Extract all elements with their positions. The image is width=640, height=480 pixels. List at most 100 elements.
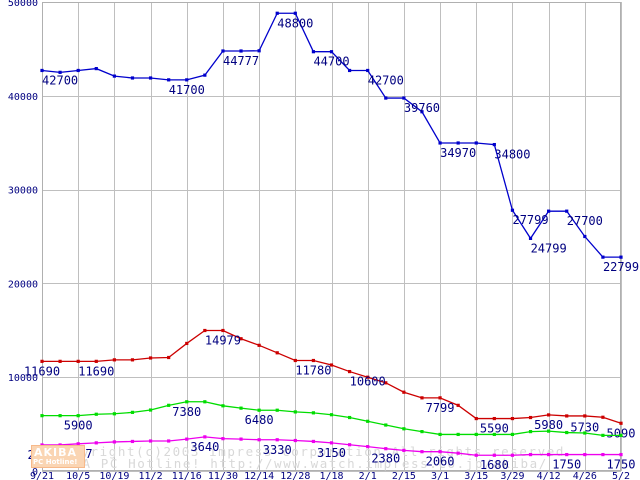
series-blue-point bbox=[384, 96, 388, 100]
series-blue-value-label: 24799 bbox=[531, 241, 567, 255]
watermark: Copyright(c)2003 impress corporation All… bbox=[46, 444, 563, 471]
series-red-point bbox=[547, 413, 551, 417]
x-axis-tick-label: 2/1 bbox=[359, 471, 377, 480]
series-blue-point bbox=[510, 208, 515, 212]
logo-title: AKIBA bbox=[34, 446, 78, 459]
series-green-point bbox=[347, 415, 352, 420]
series-red-value-label: 5980 bbox=[534, 418, 563, 432]
series-green-point bbox=[329, 413, 334, 417]
series-green-point bbox=[148, 408, 153, 412]
series-magenta-point bbox=[492, 453, 496, 457]
series-blue-point bbox=[130, 76, 135, 80]
series-blue-point bbox=[167, 78, 171, 82]
series-magenta-point bbox=[167, 439, 171, 443]
x-axis-tick-label: 10/5 bbox=[66, 471, 90, 480]
series-green-point bbox=[583, 431, 587, 435]
series-green-value-label: 7380 bbox=[172, 405, 201, 419]
series-red-point bbox=[40, 359, 44, 363]
series-magenta-value-label: 3640 bbox=[190, 440, 219, 454]
series-blue-point bbox=[528, 236, 533, 240]
series-red-point bbox=[583, 414, 587, 418]
series-red-point bbox=[76, 359, 80, 363]
x-axis-tick-label: 4/26 bbox=[573, 471, 597, 480]
series-blue-value-label: 48800 bbox=[277, 16, 313, 30]
series-blue-point bbox=[601, 255, 605, 259]
y-axis: 0 10000 20000 30000 40000 50000 bbox=[8, 0, 38, 478]
series-red-point bbox=[366, 375, 370, 379]
series-blue-point bbox=[456, 141, 460, 145]
series-green-point bbox=[510, 432, 515, 437]
series-blue-point bbox=[221, 49, 225, 53]
series-red-point bbox=[257, 343, 261, 347]
series-magenta-value-label: 2060 bbox=[426, 455, 455, 469]
series-blue-point bbox=[329, 50, 334, 54]
series-green-point bbox=[311, 411, 316, 415]
series-green-point bbox=[402, 427, 406, 431]
x-axis-tick-label: 3/29 bbox=[500, 471, 524, 480]
x-axis-tick-label: 12/14 bbox=[244, 471, 274, 480]
series-magenta-point bbox=[311, 439, 316, 444]
series-blue-point bbox=[40, 68, 44, 73]
series-magenta-point bbox=[474, 453, 478, 457]
series-blue-value-label: 34970 bbox=[440, 146, 476, 160]
series-red-point bbox=[601, 415, 605, 419]
series-blue-point bbox=[492, 142, 496, 147]
series-blue-point bbox=[420, 110, 424, 114]
series-magenta-point bbox=[384, 447, 388, 451]
x-axis-tick-label: 1/18 bbox=[319, 471, 343, 480]
series-red-point bbox=[130, 358, 135, 362]
series-magenta-point bbox=[76, 442, 80, 446]
series-red-point bbox=[510, 416, 515, 421]
y-axis-tick-label: 50000 bbox=[8, 0, 38, 9]
series-magenta-point bbox=[40, 443, 44, 447]
series-green-point bbox=[619, 433, 623, 437]
series-magenta-point bbox=[619, 452, 623, 457]
series-magenta-point bbox=[456, 451, 460, 455]
series-magenta-point bbox=[203, 435, 207, 439]
series-blue-point bbox=[347, 68, 352, 73]
series-red-point bbox=[329, 363, 334, 367]
series-magenta-point bbox=[257, 438, 261, 442]
series-blue-point bbox=[76, 68, 80, 73]
series-magenta-value-label: 1680 bbox=[480, 458, 509, 472]
y-axis-tick-label: 0 bbox=[32, 467, 38, 478]
series-red-value-label: 11690 bbox=[24, 364, 60, 378]
series-red-point bbox=[167, 355, 171, 360]
series-blue-point bbox=[474, 141, 478, 145]
y-axis-tick-label: 40000 bbox=[8, 92, 38, 103]
series-red-point bbox=[619, 421, 623, 425]
akiba-pc-hotline-logo: AKIBA PC Hotline! bbox=[31, 445, 85, 468]
series-magenta-point bbox=[329, 441, 334, 445]
series-magenta-point bbox=[130, 439, 135, 444]
series-magenta-point bbox=[420, 450, 424, 454]
series-red: 11690 11690 14979 11780 10600 7799 5590 5980 573… bbox=[24, 328, 635, 440]
series-red-value-label: 5590 bbox=[480, 422, 509, 436]
series-green-point bbox=[167, 403, 171, 407]
series-magenta-point bbox=[185, 437, 189, 441]
series-red-point bbox=[148, 356, 153, 360]
series-green-point bbox=[384, 423, 388, 427]
series-magenta-point bbox=[402, 448, 406, 452]
series-green-point bbox=[185, 400, 189, 404]
x-axis-tick-label: 4/12 bbox=[537, 471, 561, 480]
series-red-point bbox=[402, 390, 406, 394]
series-magenta-value-label: 3150 bbox=[317, 446, 346, 460]
x-axis: 9/21 10/5 10/19 11/2 11/16 11/30 12/14 12/28 1/1… bbox=[30, 471, 630, 480]
series-blue-point bbox=[366, 68, 370, 73]
series-magenta-point bbox=[565, 452, 569, 457]
series-blue: 4270041700447774880044700427003976034970… bbox=[40, 11, 639, 274]
series-red-point bbox=[565, 414, 569, 418]
series-blue-point bbox=[583, 234, 587, 239]
series-green-point bbox=[601, 433, 605, 437]
series-blue-point bbox=[94, 67, 98, 71]
series-blue-point bbox=[438, 141, 442, 145]
series-blue-point bbox=[619, 255, 623, 259]
series-magenta-point bbox=[58, 443, 62, 447]
series-red-point bbox=[58, 359, 62, 363]
series-blue-value-label: 44700 bbox=[313, 55, 349, 69]
series-magenta-point bbox=[94, 441, 98, 445]
series-magenta-point bbox=[583, 452, 587, 457]
y-axis-tick-label: 30000 bbox=[8, 186, 38, 197]
